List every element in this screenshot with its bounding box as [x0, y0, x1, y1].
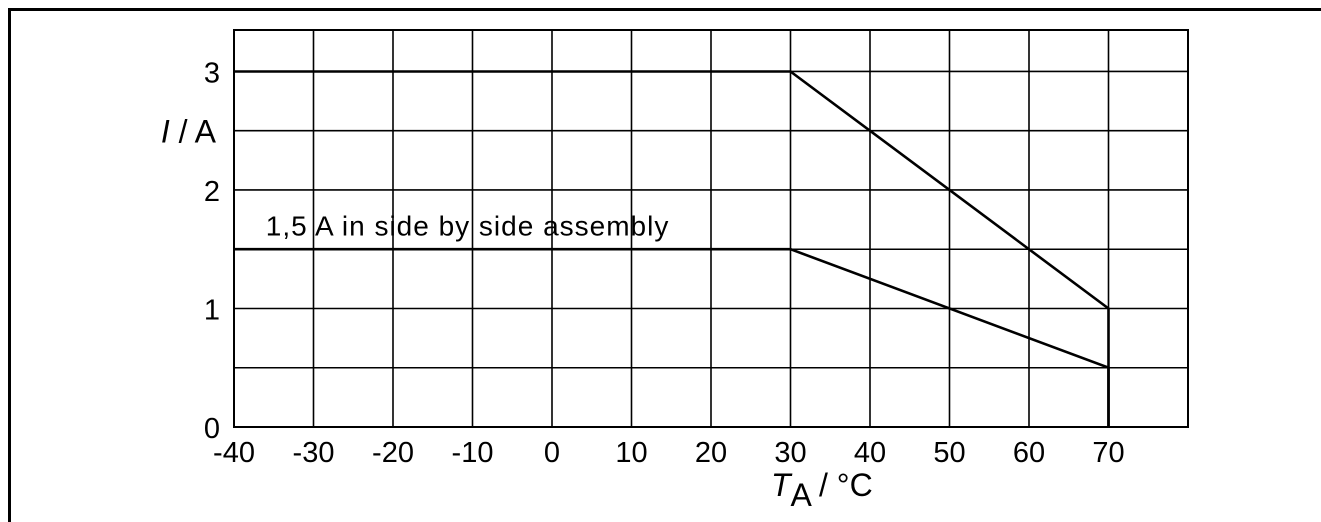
series-line-2 [234, 247, 1110, 427]
x-tick-label: -10 [452, 437, 494, 469]
x-tick-label: 20 [695, 437, 727, 469]
x-tick-label: 10 [615, 437, 647, 469]
x-axis-subscript: A [791, 477, 813, 513]
x-tick-label: 40 [854, 437, 886, 469]
y-axis-unit: / A [170, 114, 217, 150]
figure-frame [8, 8, 1321, 522]
y-axis-title: I / A [161, 114, 217, 150]
x-tick-label: -30 [293, 437, 335, 469]
x-tick-label: 70 [1092, 437, 1124, 469]
annotation-side-by-side: 1,5 A in side by side assembly [266, 210, 670, 241]
x-tick-label: 50 [933, 437, 965, 469]
x-axis-symbol: T [771, 467, 793, 503]
x-tick-label: 0 [544, 437, 560, 469]
x-tick-label: -20 [372, 437, 414, 469]
x-tick-label: -40 [213, 437, 255, 469]
x-tick-label: 60 [1013, 437, 1045, 469]
series-group [234, 70, 1110, 427]
y-tick-label: 3 [204, 57, 220, 89]
y-tick-label: 2 [204, 176, 220, 208]
x-tick-label: 30 [774, 437, 806, 469]
x-axis-title: TA / °C [771, 467, 873, 513]
tick-labels: -40 -30 -20 -10 0 10 20 30 40 50 60 70 0 1 2 3 [204, 57, 1125, 469]
y-axis-symbol: I [161, 114, 170, 150]
y-tick-label: 1 [204, 294, 220, 326]
y-tick-label: 0 [204, 413, 220, 445]
x-axis-unit: / °C [810, 467, 873, 503]
